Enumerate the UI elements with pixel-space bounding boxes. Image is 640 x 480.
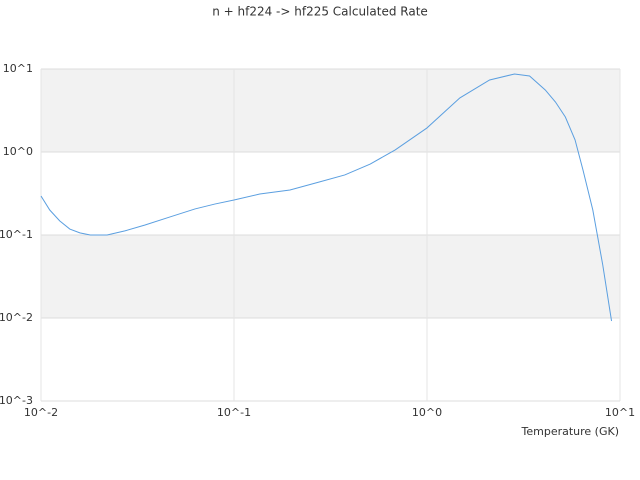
y-tick-label: 10^-3: [0, 394, 33, 407]
x-axis-label: Temperature (GK): [521, 425, 620, 438]
series-line: [40, 73, 613, 322]
chart-title: n + hf224 -> hf225 Calculated Rate: [212, 5, 428, 19]
x-tick-label: 10^1: [605, 406, 635, 419]
x-tick-label: 10^-2: [24, 406, 58, 419]
x-tick-label: 10^0: [412, 406, 442, 419]
grid-band: [41, 69, 620, 152]
y-tick-label: 10^-2: [0, 311, 33, 324]
y-tick-label: 10^0: [3, 145, 33, 158]
y-tick-label: 10^1: [3, 62, 33, 75]
y-tick-label: 10^-1: [0, 228, 33, 241]
x-tick-label: 10^-1: [217, 406, 251, 419]
grid-band: [41, 235, 620, 318]
